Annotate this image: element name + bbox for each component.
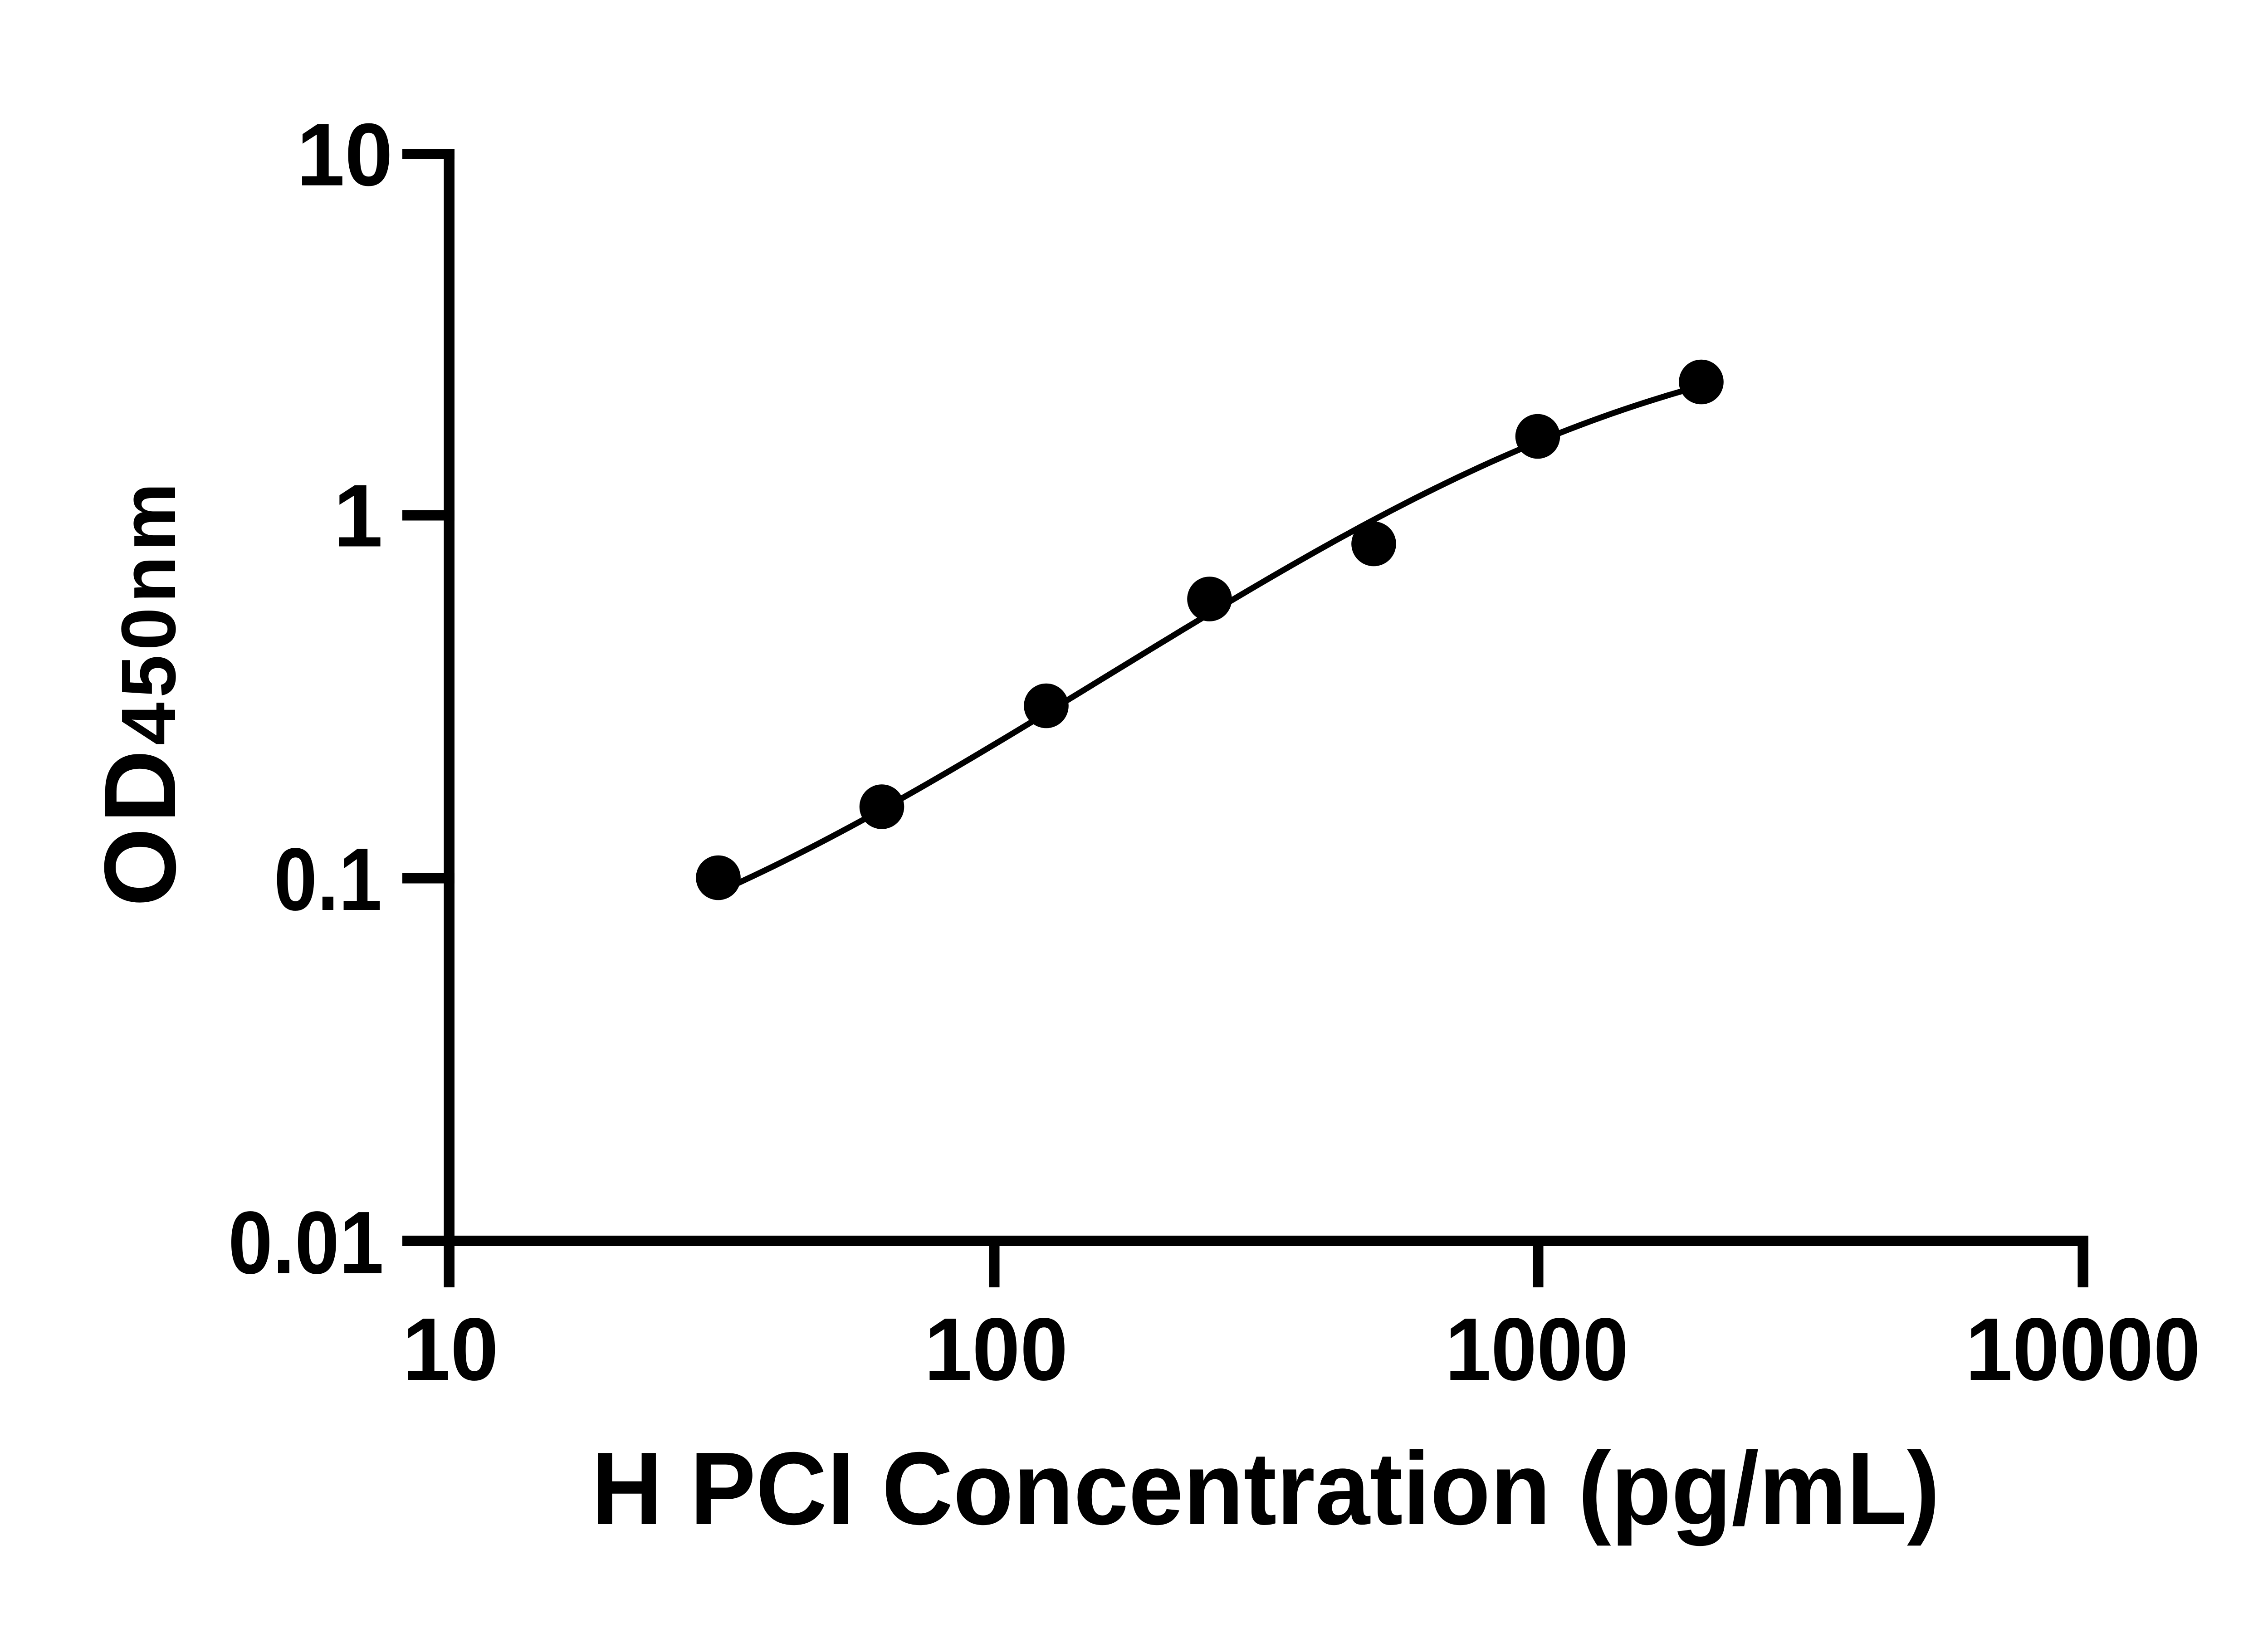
svg-text:H PCI Concentration (pg/mL): H PCI Concentration (pg/mL)	[591, 1431, 1940, 1546]
svg-text:100: 100	[924, 1300, 1068, 1399]
svg-text:1000: 1000	[1445, 1300, 1628, 1399]
svg-text:10: 10	[297, 105, 393, 205]
svg-text:10: 10	[402, 1300, 499, 1399]
svg-text:0.1: 0.1	[274, 830, 382, 929]
svg-text:1: 1	[333, 466, 383, 566]
svg-text:0.01: 0.01	[228, 1193, 384, 1292]
svg-text:OD450nm: OD450nm	[83, 478, 197, 907]
svg-text:10000: 10000	[1965, 1300, 2200, 1399]
